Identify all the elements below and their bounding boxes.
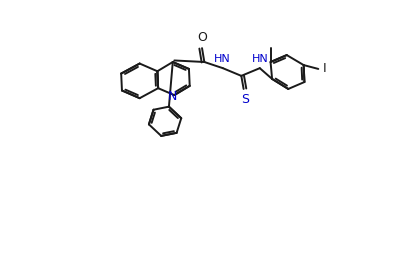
Text: O: O [197,31,207,44]
Text: I: I [323,62,326,75]
Text: N: N [168,90,178,103]
Text: S: S [241,93,249,106]
Text: HN: HN [252,54,269,63]
Text: HN: HN [214,54,230,63]
